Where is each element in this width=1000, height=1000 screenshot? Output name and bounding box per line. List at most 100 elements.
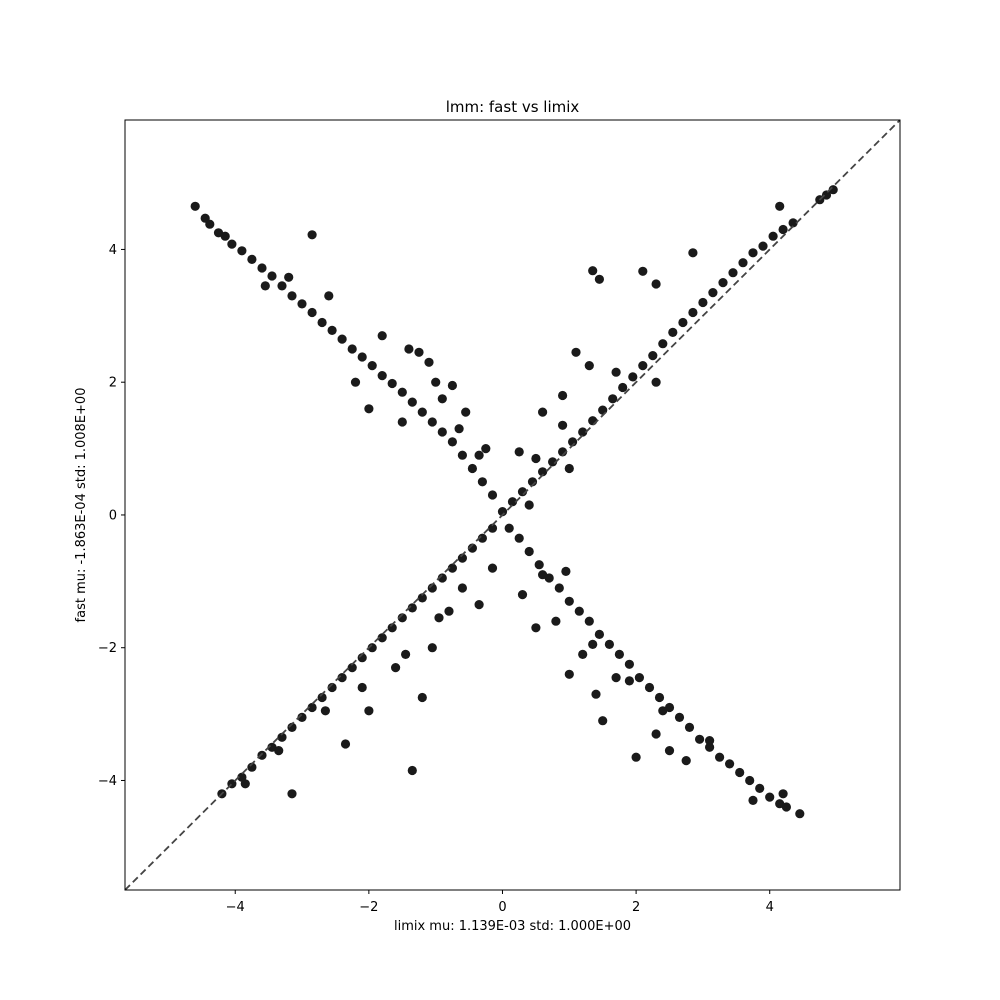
data-point	[247, 762, 257, 772]
data-point	[584, 616, 594, 626]
data-point	[578, 427, 588, 437]
plot-frame	[124, 119, 901, 891]
data-point	[644, 682, 655, 693]
data-point	[651, 279, 661, 289]
data-point	[624, 659, 635, 669]
data-point	[337, 334, 347, 344]
data-point	[618, 382, 628, 393]
chart-title: lmm: fast vs limix	[446, 98, 580, 116]
data-point	[377, 331, 387, 341]
data-point	[594, 629, 605, 640]
data-point	[775, 201, 785, 211]
data-point	[391, 663, 401, 673]
data-point	[574, 606, 584, 616]
data-point	[651, 729, 661, 739]
data-point	[738, 258, 748, 268]
data-point	[437, 573, 447, 583]
data-point	[487, 563, 498, 573]
data-point	[297, 299, 307, 309]
data-point	[474, 600, 484, 610]
data-point	[664, 746, 675, 756]
data-point	[524, 500, 534, 510]
y-tick-label: −4	[98, 774, 117, 789]
data-point	[698, 297, 708, 308]
data-point	[788, 218, 798, 228]
data-point	[725, 759, 735, 769]
data-point	[614, 649, 625, 660]
data-point	[340, 739, 351, 749]
data-point	[558, 420, 568, 430]
data-point	[718, 278, 728, 288]
data-point	[357, 682, 367, 693]
data-point	[781, 802, 792, 812]
data-point	[551, 616, 561, 626]
data-point	[558, 390, 568, 401]
data-point	[688, 248, 698, 258]
data-point	[678, 317, 688, 328]
data-point	[444, 606, 454, 616]
data-point	[227, 239, 237, 249]
data-point	[297, 712, 307, 723]
data-point	[284, 272, 294, 282]
data-point	[715, 752, 725, 762]
data-point	[477, 533, 487, 543]
data-point	[674, 712, 685, 723]
data-point	[564, 596, 574, 606]
data-point	[514, 447, 524, 457]
data-point	[634, 673, 645, 683]
points-layer	[190, 185, 838, 819]
data-point	[237, 246, 247, 256]
data-point	[257, 263, 267, 273]
data-point	[437, 427, 447, 437]
data-point	[397, 613, 407, 623]
data-point	[324, 291, 334, 301]
x-tick-label: 0	[498, 900, 506, 915]
data-point	[648, 351, 658, 361]
data-point	[367, 361, 377, 371]
data-point	[397, 417, 407, 427]
data-point	[588, 416, 598, 426]
data-point	[611, 673, 621, 683]
data-point	[538, 467, 548, 477]
data-point	[424, 357, 434, 367]
data-point	[364, 404, 374, 414]
data-point	[748, 248, 758, 258]
data-point	[638, 266, 648, 276]
data-point	[681, 756, 691, 766]
data-point	[624, 676, 635, 686]
data-point	[307, 307, 317, 318]
data-point	[287, 291, 297, 301]
data-point	[531, 453, 541, 464]
data-point	[474, 450, 484, 460]
data-point	[205, 219, 215, 229]
data-point	[337, 673, 347, 683]
data-point	[517, 590, 528, 600]
data-point	[778, 224, 788, 235]
data-point	[447, 437, 457, 447]
x-tick-label: 4	[766, 900, 774, 915]
data-point	[588, 266, 598, 276]
data-point	[397, 387, 407, 397]
data-point	[514, 533, 524, 543]
data-point	[487, 490, 498, 500]
data-point	[387, 623, 397, 633]
data-point	[611, 367, 621, 377]
data-point	[347, 663, 357, 673]
data-point	[598, 716, 608, 726]
data-point	[260, 281, 270, 291]
data-point	[431, 377, 441, 387]
data-point	[427, 417, 437, 427]
data-point	[531, 623, 541, 633]
data-point	[477, 477, 487, 487]
data-point	[594, 274, 605, 284]
data-point	[658, 706, 668, 716]
data-point	[190, 201, 200, 211]
data-point	[504, 523, 514, 533]
data-point	[317, 317, 327, 328]
data-point	[638, 361, 648, 371]
data-point	[247, 254, 257, 264]
data-point	[457, 450, 467, 460]
data-point	[778, 789, 788, 799]
data-point	[240, 779, 250, 789]
